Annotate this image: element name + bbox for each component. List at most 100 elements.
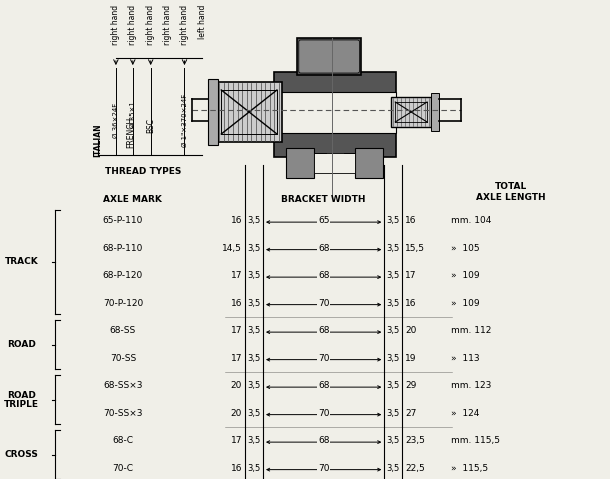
- Text: »  115,5: » 115,5: [451, 464, 488, 473]
- Text: FRENCH: FRENCH: [126, 116, 135, 148]
- Text: 20: 20: [231, 409, 242, 418]
- Text: »  105: » 105: [451, 244, 479, 253]
- Text: mm. 115,5: mm. 115,5: [451, 436, 500, 445]
- Text: 27: 27: [405, 409, 417, 418]
- Text: 3,5: 3,5: [387, 326, 400, 335]
- Text: 65-P-110: 65-P-110: [102, 216, 143, 225]
- Text: 70-C: 70-C: [112, 464, 134, 473]
- Text: 68-P-120: 68-P-120: [102, 271, 143, 280]
- Text: 3,5: 3,5: [248, 299, 260, 308]
- Text: mm. 112: mm. 112: [451, 326, 491, 335]
- Text: 3,5: 3,5: [248, 244, 260, 253]
- Text: 3,5: 3,5: [387, 436, 400, 445]
- Text: 70: 70: [318, 354, 329, 363]
- Text: 3,5: 3,5: [387, 216, 400, 225]
- Text: TOTAL
AXLE LENGTH: TOTAL AXLE LENGTH: [476, 182, 545, 202]
- Text: 15,5: 15,5: [405, 244, 425, 253]
- Text: 3,5: 3,5: [248, 381, 260, 390]
- Text: Ø 35×1: Ø 35×1: [130, 102, 136, 128]
- Text: 17: 17: [405, 271, 417, 280]
- Text: AXLE MARK: AXLE MARK: [103, 194, 162, 204]
- Text: 16: 16: [231, 299, 242, 308]
- Text: 14,5: 14,5: [222, 244, 242, 253]
- Bar: [391, 97, 431, 127]
- Text: 16: 16: [231, 464, 242, 473]
- Text: 20: 20: [231, 381, 242, 390]
- Text: TRIPLE: TRIPLE: [4, 400, 39, 409]
- Text: 68: 68: [318, 326, 329, 335]
- Text: 17: 17: [231, 436, 242, 445]
- Text: THREAD TYPES: THREAD TYPES: [104, 167, 181, 176]
- Text: 29: 29: [405, 381, 417, 390]
- Text: 3,5: 3,5: [387, 409, 400, 418]
- Text: 65: 65: [318, 216, 329, 225]
- Text: 70: 70: [318, 299, 329, 308]
- Text: 17: 17: [231, 326, 242, 335]
- Bar: [314, 153, 356, 173]
- Text: 3,5: 3,5: [248, 326, 260, 335]
- Text: »  109: » 109: [451, 271, 479, 280]
- Text: right hand: right hand: [180, 5, 189, 45]
- Text: BRACKET WIDTH: BRACKET WIDTH: [281, 194, 366, 204]
- Text: 19: 19: [405, 354, 417, 363]
- Text: 3,5: 3,5: [248, 354, 260, 363]
- Text: 16: 16: [405, 216, 417, 225]
- Text: right hand: right hand: [128, 5, 137, 45]
- Text: mm. 123: mm. 123: [451, 381, 491, 390]
- Text: 17: 17: [231, 354, 242, 363]
- Text: 3,5: 3,5: [387, 244, 400, 253]
- Text: 3,5: 3,5: [387, 381, 400, 390]
- Text: ROAD: ROAD: [7, 340, 36, 349]
- Bar: [217, 82, 282, 142]
- Text: right hand: right hand: [163, 5, 172, 45]
- Text: 68: 68: [318, 271, 329, 280]
- Text: left hand: left hand: [198, 5, 207, 39]
- Text: 17: 17: [231, 271, 242, 280]
- Text: mm. 104: mm. 104: [451, 216, 491, 225]
- Text: 23,5: 23,5: [405, 436, 425, 445]
- Text: 16: 16: [231, 216, 242, 225]
- Text: 70-SS: 70-SS: [110, 354, 136, 363]
- Text: 70-P-120: 70-P-120: [102, 299, 143, 308]
- Text: Ø 36×24F: Ø 36×24F: [113, 103, 119, 137]
- Text: 68: 68: [318, 244, 329, 253]
- FancyBboxPatch shape: [299, 40, 359, 73]
- Text: 68-SS: 68-SS: [110, 326, 136, 335]
- Text: 3,5: 3,5: [248, 271, 260, 280]
- Text: 68-C: 68-C: [112, 436, 134, 445]
- Text: 70-SS×3: 70-SS×3: [103, 409, 143, 418]
- Text: 3,5: 3,5: [387, 271, 400, 280]
- Text: right hand: right hand: [146, 5, 155, 45]
- Text: »  124: » 124: [451, 409, 479, 418]
- Bar: [274, 92, 396, 133]
- Text: 3,5: 3,5: [387, 464, 400, 473]
- Bar: [431, 93, 439, 131]
- Bar: [356, 148, 383, 178]
- Bar: [209, 79, 218, 145]
- Text: 3,5: 3,5: [248, 464, 260, 473]
- Text: 3,5: 3,5: [387, 299, 400, 308]
- Text: 68: 68: [318, 381, 329, 390]
- Text: right hand: right hand: [112, 5, 120, 45]
- Text: ITALIAN: ITALIAN: [93, 123, 102, 157]
- Bar: [286, 148, 314, 178]
- Text: 20: 20: [405, 326, 417, 335]
- Text: ROAD: ROAD: [7, 391, 36, 400]
- Text: Ø 1"×370×24F: Ø 1"×370×24F: [182, 93, 187, 147]
- Text: 68: 68: [318, 436, 329, 445]
- Text: 3,5: 3,5: [248, 216, 260, 225]
- Text: TRACK: TRACK: [4, 258, 38, 266]
- Text: 68-SS×3: 68-SS×3: [103, 381, 143, 390]
- Text: 68-P-110: 68-P-110: [102, 244, 143, 253]
- Text: 70: 70: [318, 464, 329, 473]
- Text: 16: 16: [405, 299, 417, 308]
- Bar: [297, 38, 362, 75]
- Text: BSC: BSC: [146, 117, 155, 133]
- FancyBboxPatch shape: [274, 72, 396, 157]
- Text: 22,5: 22,5: [405, 464, 425, 473]
- Text: 3,5: 3,5: [248, 436, 260, 445]
- Text: 3,5: 3,5: [248, 409, 260, 418]
- Text: 70: 70: [318, 409, 329, 418]
- Text: CROSS: CROSS: [4, 450, 38, 459]
- Text: 3,5: 3,5: [387, 354, 400, 363]
